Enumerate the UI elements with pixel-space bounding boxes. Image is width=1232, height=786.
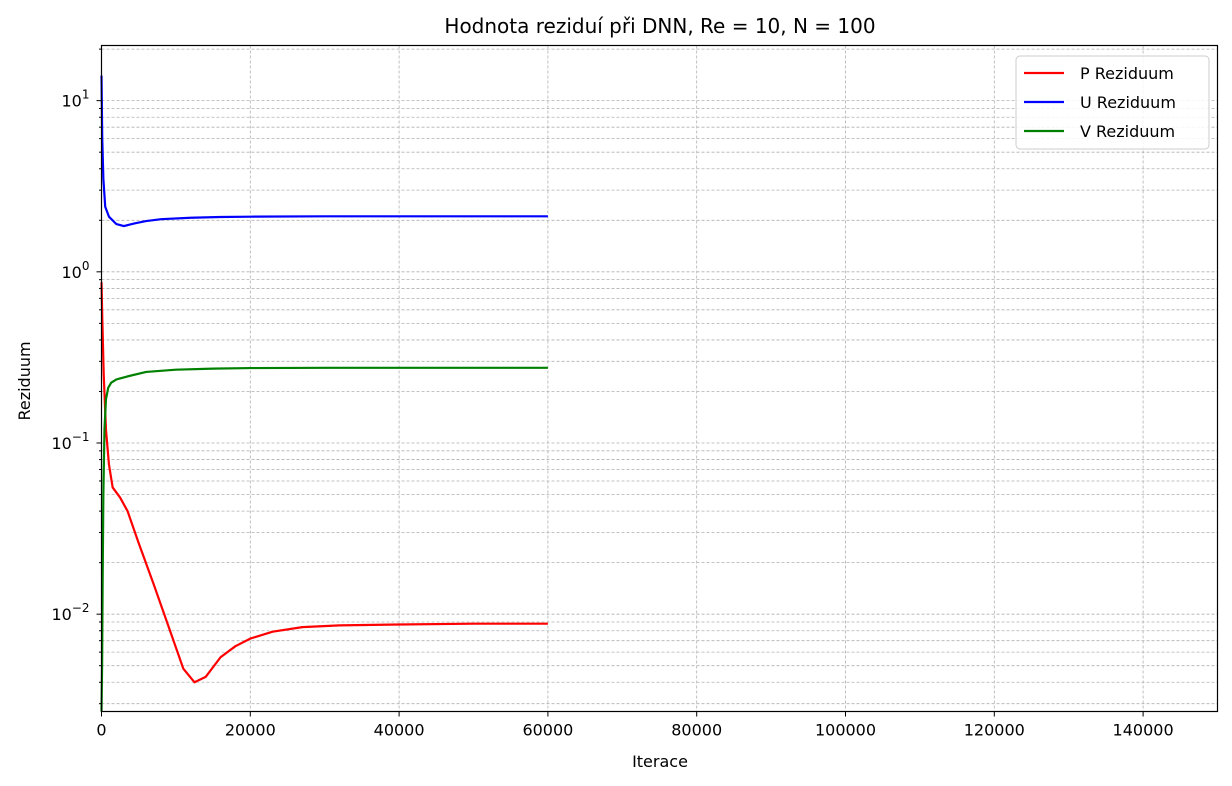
legend-label: P Reziduum [1080, 64, 1174, 83]
x-tick-label: 60000 [522, 721, 573, 740]
x-axis-label: Iterace [632, 752, 688, 771]
legend: P Reziduum U Reziduum V Reziduum [1015, 55, 1210, 150]
legend-label: U Reziduum [1080, 93, 1176, 112]
series-line-u [100, 75, 548, 228]
legend-label: V Reziduum [1080, 122, 1175, 141]
x-tick-label: 140000 [1113, 721, 1174, 740]
y-tick-label: 100 [62, 259, 90, 282]
series-lines [100, 75, 548, 712]
axes: 0 20000 40000 60000 80000 100000 120000 140000 1… [51, 48, 1174, 740]
series-line-p [100, 282, 548, 684]
x-tick-label: 40000 [374, 721, 425, 740]
y-tick-label: 10−1 [51, 430, 89, 453]
y-tick-label: 10−2 [51, 601, 89, 624]
plot-frame [100, 44, 1219, 713]
x-tick-label: 80000 [671, 721, 722, 740]
series-line-v [100, 366, 548, 712]
x-tick-label: 20000 [225, 721, 276, 740]
x-tick-label: 0 [96, 721, 106, 740]
chart-title: Hodnota reziduí při DNN, Re = 10, N = 10… [444, 14, 875, 38]
x-tick-label: 120000 [964, 721, 1025, 740]
x-tick-label: 100000 [815, 721, 876, 740]
y-axis-label: Reziduum [15, 341, 34, 420]
y-tick-label: 101 [62, 88, 90, 111]
legend-box [1015, 55, 1210, 150]
